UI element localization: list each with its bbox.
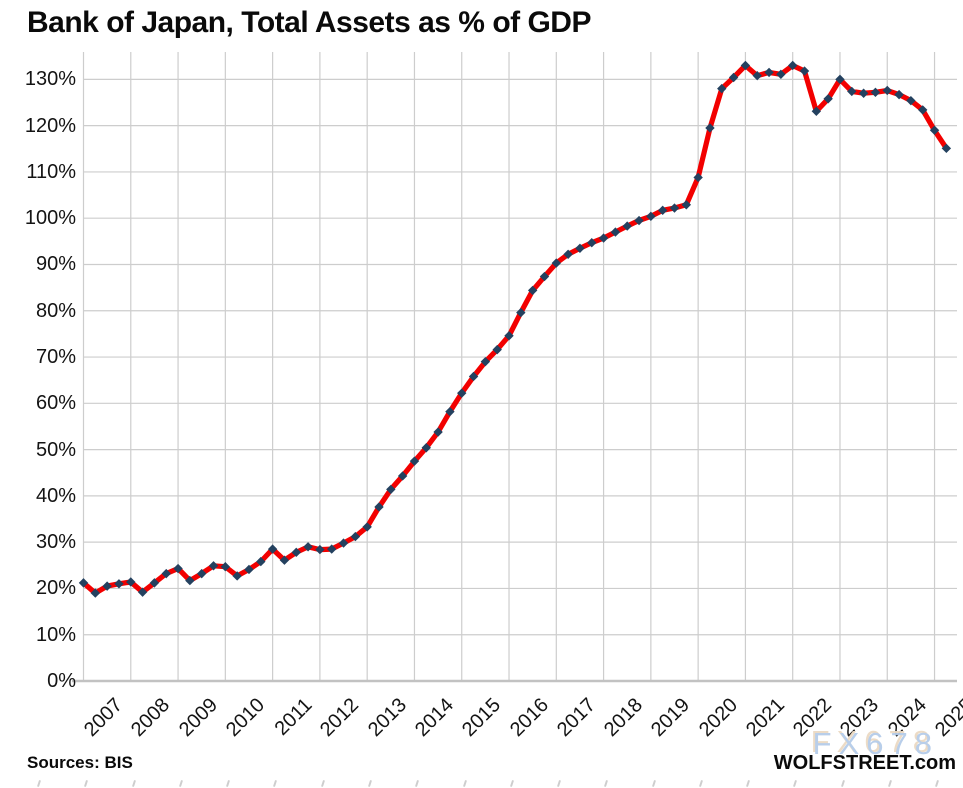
data-point-marker (835, 74, 845, 85)
y-tick-label: 90% (35, 253, 76, 276)
data-point-marker (551, 258, 561, 268)
data-point-marker (657, 205, 668, 216)
y-tick-label: 50% (35, 438, 76, 461)
data-point-marker (78, 578, 89, 588)
data-point-marker (776, 69, 786, 79)
data-point-marker (468, 371, 479, 382)
series-line-boj-assets (80, 62, 950, 596)
data-point-marker (279, 555, 290, 565)
data-point-marker (338, 538, 349, 548)
data-point-marker (646, 211, 656, 222)
data-point-marker (315, 544, 325, 555)
data-point-marker (764, 67, 774, 78)
y-tick-label: 10% (35, 623, 76, 646)
data-point-marker (161, 568, 171, 579)
data-point-marker (693, 172, 703, 183)
data-point-marker (563, 249, 573, 259)
data-point-marker (350, 531, 361, 542)
y-tick-label: 0% (47, 670, 76, 692)
chart-title: Bank of Japan, Total Assets as % of GDP (27, 6, 591, 39)
data-point-marker (291, 547, 301, 558)
y-tick-label: 120% (24, 114, 76, 137)
data-point-marker (386, 484, 396, 495)
data-point-marker (102, 581, 112, 591)
data-point-marker (894, 89, 904, 100)
data-point-marker (208, 561, 219, 571)
data-point-marker (197, 568, 207, 579)
y-tick-label: 60% (35, 392, 76, 415)
data-point-marker (622, 221, 632, 231)
data-point-marker (126, 577, 136, 587)
data-point-marker (173, 563, 183, 574)
data-point-marker (185, 575, 195, 586)
data-point-marker (823, 94, 833, 104)
data-point-marker (847, 86, 857, 97)
data-point-marker (870, 87, 881, 98)
data-point-marker (433, 427, 443, 437)
data-point-marker (397, 471, 408, 481)
data-point-marker (941, 143, 952, 154)
data-point-marker (669, 203, 680, 213)
data-point-marker (421, 443, 431, 453)
data-point-marker (149, 578, 160, 588)
data-point-marker (539, 271, 550, 282)
data-point-marker (256, 556, 266, 567)
data-point-marker (492, 344, 502, 355)
data-point-marker (527, 285, 538, 296)
data-point-marker (244, 564, 254, 575)
data-point-marker (929, 125, 940, 135)
data-point-marker (705, 123, 715, 133)
data-point-marker (90, 588, 101, 598)
data-point-marker (906, 95, 916, 106)
data-point-marker (362, 522, 372, 532)
data-point-marker (327, 544, 337, 554)
wolfstreet-brand: WOLFSTREET.com (773, 752, 956, 774)
data-point-marker (409, 456, 420, 466)
y-tick-label: 80% (35, 299, 76, 322)
data-point-marker (681, 200, 692, 210)
data-point-marker (504, 331, 514, 341)
data-point-marker (598, 233, 609, 243)
data-point-marker (457, 388, 467, 398)
data-point-marker (788, 60, 798, 71)
data-point-marker (267, 544, 278, 554)
y-tick-label: 110% (26, 160, 76, 183)
data-point-marker (445, 406, 455, 417)
data-point-marker (717, 83, 727, 94)
data-point-marker (374, 502, 384, 512)
y-tick-label: 40% (35, 484, 76, 507)
data-point-marker (516, 307, 526, 318)
data-point-marker (232, 571, 242, 581)
data-point-marker (114, 579, 124, 589)
fx678-watermark: FX678 (812, 726, 939, 761)
data-point-marker (740, 60, 751, 71)
data-point-marker (799, 66, 810, 76)
y-tick-label: 100% (24, 207, 76, 230)
data-point-marker (575, 243, 585, 253)
y-tick-label: 30% (35, 531, 76, 554)
y-tick-label: 20% (35, 577, 76, 600)
sources-note: Sources: BIS (27, 753, 133, 772)
data-point-marker (882, 85, 892, 96)
data-point-marker (752, 70, 762, 81)
data-point-marker (220, 561, 231, 572)
y-tick-label: 70% (35, 346, 76, 369)
data-point-marker (480, 356, 491, 367)
data-point-marker (137, 587, 148, 597)
data-point-marker (728, 72, 739, 83)
data-point-marker (918, 105, 928, 115)
data-point-marker (858, 88, 869, 98)
data-point-marker (610, 227, 621, 237)
data-point-marker (811, 106, 822, 116)
data-point-marker (634, 215, 644, 226)
y-tick-label: 130% (24, 68, 76, 91)
data-point-marker (303, 542, 313, 552)
data-point-marker (587, 238, 597, 248)
